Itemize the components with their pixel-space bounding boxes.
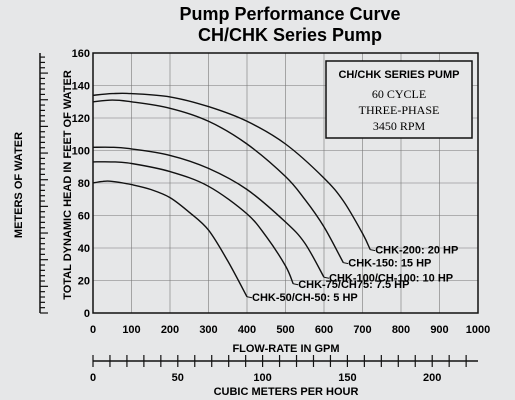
info-box: CH/CHK SERIES PUMP 60 CYCLE THREE-PHASE … (325, 60, 473, 139)
y-tick-label: 80 (78, 178, 90, 190)
chart-title: Pump Performance Curve (179, 4, 400, 24)
cubic-meters-axis: 0 50 100 150 200 (90, 355, 478, 384)
grid-lines (93, 53, 478, 313)
plot-frame (92, 52, 479, 314)
info-box-frame (325, 60, 473, 139)
curve-label-series-2: CHK-150: 15 HP (348, 258, 431, 270)
x-tick-label: 600 (315, 324, 333, 336)
y-axis-title: TOTAL DYNAMIC HEAD IN FEET OF WATER (62, 70, 74, 300)
x-tick-label: 200 (161, 324, 179, 336)
m3h-tick-label: 0 (90, 372, 96, 384)
curve-label-series-5: CHK-50/CH-50: 5 HP (252, 292, 358, 304)
info-box-heading: CH/CHK SERIES PUMP (338, 69, 459, 81)
curve-label-leader (343, 262, 349, 265)
curve-series-2 (92, 99, 344, 263)
meters-scale (39, 53, 48, 314)
x-tick-label: 400 (238, 324, 256, 336)
y-tick-label: 120 (72, 113, 90, 125)
chart-subtitle: CH/CHK Series Pump (198, 25, 382, 45)
y-tick-label: 0 (84, 308, 90, 320)
m3h-tick-label: 200 (423, 372, 441, 384)
x-tick-label: 100 (122, 324, 140, 336)
curve-series-5 (92, 180, 248, 298)
y-tick-label: 20 (78, 276, 90, 288)
y-tick-label: 40 (78, 243, 90, 255)
m3h-tick-label: 150 (338, 372, 356, 384)
curve-label-series-3: CHK-100/CH-100: 10 HP (329, 272, 453, 284)
curve-series-4 (92, 161, 294, 285)
curve-label-leader (370, 249, 376, 252)
curve-label-leader (293, 283, 299, 286)
x2-axis-title: CUBIC METERS PER HOUR (214, 386, 359, 398)
x-axis-ticks: 0 100 200 300 400 500 600 700 800 900 1000 (90, 324, 490, 336)
y-tick-label: 160 (72, 48, 90, 60)
curve-label-series-1: CHK-200: 20 HP (375, 245, 458, 257)
y-tick-label: 60 (78, 211, 90, 223)
info-box-line-rpm: 3450 RPM (373, 119, 426, 133)
x-tick-label: 1000 (466, 324, 490, 336)
x-tick-label: 800 (392, 324, 410, 336)
curve-series-3 (92, 146, 325, 278)
x-tick-label: 900 (430, 324, 448, 336)
curve-series-1 (92, 92, 371, 250)
x-tick-label: 500 (276, 324, 294, 336)
y-tick-label: 140 (72, 81, 90, 93)
y-tick-label: 100 (72, 146, 90, 158)
curve-label-leader (246, 296, 253, 299)
m3h-tick-label: 100 (253, 372, 271, 384)
x-axis-title: FLOW-RATE IN GPM (232, 343, 339, 355)
curve-label-series-4: CHK-75/CH75: 7.5 HP (298, 279, 409, 291)
m3h-tick-label: 50 (172, 372, 184, 384)
info-box-line-phase: THREE-PHASE (359, 103, 440, 117)
x-tick-label: 0 (90, 324, 96, 336)
y-axis-ticks: 0 20 40 60 80 100 120 140 160 (72, 48, 90, 320)
curve-label-leader (323, 276, 330, 279)
y2-axis-title: METERS OF WATER (13, 132, 25, 238)
info-box-line-frequency: 60 CYCLE (372, 87, 426, 101)
x-tick-label: 300 (199, 324, 217, 336)
x-tick-label: 700 (353, 324, 371, 336)
